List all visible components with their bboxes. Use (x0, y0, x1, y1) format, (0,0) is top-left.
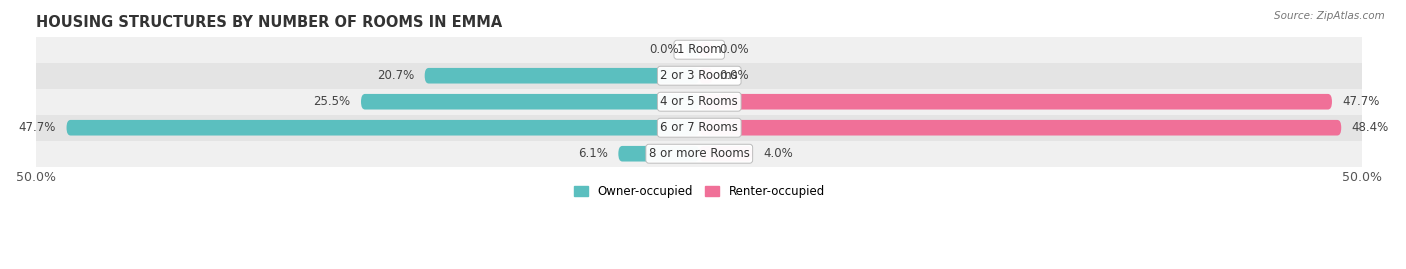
FancyBboxPatch shape (699, 146, 752, 161)
Text: 6 or 7 Rooms: 6 or 7 Rooms (661, 121, 738, 134)
Text: 47.7%: 47.7% (1343, 95, 1379, 108)
Legend: Owner-occupied, Renter-occupied: Owner-occupied, Renter-occupied (569, 180, 830, 202)
Bar (37, 115, 1362, 141)
FancyBboxPatch shape (686, 42, 699, 58)
FancyBboxPatch shape (699, 94, 1331, 109)
FancyBboxPatch shape (699, 68, 713, 83)
Bar (37, 37, 1362, 63)
FancyBboxPatch shape (699, 42, 713, 58)
FancyBboxPatch shape (619, 146, 699, 161)
Text: 20.7%: 20.7% (377, 69, 413, 82)
Bar (37, 63, 1362, 89)
Text: 0.0%: 0.0% (718, 43, 749, 56)
Text: 25.5%: 25.5% (314, 95, 350, 108)
Text: 4.0%: 4.0% (763, 147, 793, 160)
Text: HOUSING STRUCTURES BY NUMBER OF ROOMS IN EMMA: HOUSING STRUCTURES BY NUMBER OF ROOMS IN… (37, 15, 502, 30)
Text: 0.0%: 0.0% (650, 43, 679, 56)
Text: 6.1%: 6.1% (578, 147, 607, 160)
Text: 4 or 5 Rooms: 4 or 5 Rooms (661, 95, 738, 108)
FancyBboxPatch shape (425, 68, 699, 83)
Text: 47.7%: 47.7% (18, 121, 56, 134)
Bar (37, 89, 1362, 115)
FancyBboxPatch shape (66, 120, 699, 136)
Bar (37, 141, 1362, 167)
FancyBboxPatch shape (699, 120, 1341, 136)
Text: 2 or 3 Rooms: 2 or 3 Rooms (661, 69, 738, 82)
Text: 1 Room: 1 Room (676, 43, 721, 56)
Text: 48.4%: 48.4% (1351, 121, 1389, 134)
Text: 8 or more Rooms: 8 or more Rooms (648, 147, 749, 160)
FancyBboxPatch shape (361, 94, 699, 109)
Text: 0.0%: 0.0% (718, 69, 749, 82)
Text: Source: ZipAtlas.com: Source: ZipAtlas.com (1274, 11, 1385, 21)
